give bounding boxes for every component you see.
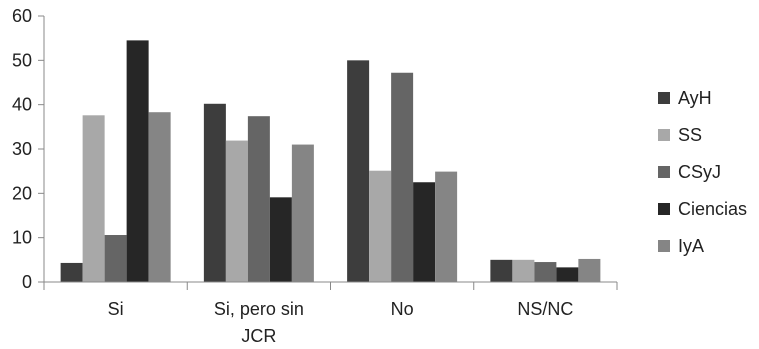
- bars: [60, 40, 601, 283]
- bar-iya-1: [148, 112, 171, 282]
- y-tick-label: 10: [12, 228, 32, 248]
- bar-csyj-4: [534, 262, 557, 282]
- bar-ss-2: [225, 140, 248, 282]
- legend-label-csyj: CSyJ: [678, 162, 721, 182]
- bar-ss-1: [82, 115, 105, 282]
- bar-csyj-3: [391, 72, 414, 282]
- bar-ciencias-4: [556, 267, 579, 282]
- bar-ss-4: [512, 259, 535, 282]
- y-tick-label: 50: [12, 50, 32, 70]
- legend-label-ss: SS: [678, 125, 702, 145]
- y-tick-label: 30: [12, 139, 32, 159]
- x-category-label: JCR: [241, 326, 276, 346]
- y-tick-label: 60: [12, 6, 32, 26]
- bar-csyj-1: [104, 235, 127, 282]
- legend-label-iya: IyA: [678, 236, 704, 256]
- bar-ciencias-3: [413, 182, 436, 282]
- bar-csyj-2: [247, 116, 270, 283]
- bar-ayh-1: [60, 262, 83, 282]
- legend-label-ayh: AyH: [678, 88, 712, 108]
- legend-swatch-iya: [658, 240, 670, 252]
- bar-ciencias-1: [126, 40, 149, 283]
- x-category-label: NS/NC: [517, 299, 573, 319]
- x-category-label: Si, pero sin: [214, 299, 304, 319]
- bar-ss-3: [369, 170, 392, 282]
- bar-ayh-2: [203, 103, 226, 282]
- y-tick-label: 20: [12, 183, 32, 203]
- y-tick-label: 0: [22, 272, 32, 292]
- legend-swatch-csyj: [658, 166, 670, 178]
- x-category-label: Si: [108, 299, 124, 319]
- legend: AyH SS CSyJ Ciencias IyA: [658, 88, 747, 256]
- y-tick-label: 40: [12, 95, 32, 115]
- bar-ayh-4: [490, 259, 513, 282]
- bar-iya-4: [578, 258, 601, 282]
- y-axis: 0 10 20 30 40 50 60: [12, 6, 45, 292]
- legend-swatch-ayh: [658, 92, 670, 104]
- legend-label-ciencias: Ciencias: [678, 199, 747, 219]
- bar-ciencias-2: [269, 197, 292, 282]
- x-axis: Si Si, pero sin JCR No NS/NC: [43, 281, 618, 346]
- x-category-label: No: [391, 299, 414, 319]
- bar-iya-3: [435, 171, 458, 282]
- legend-swatch-ss: [658, 129, 670, 141]
- legend-swatch-ciencias: [658, 203, 670, 215]
- bar-iya-2: [291, 144, 314, 282]
- bar-ayh-3: [347, 60, 370, 283]
